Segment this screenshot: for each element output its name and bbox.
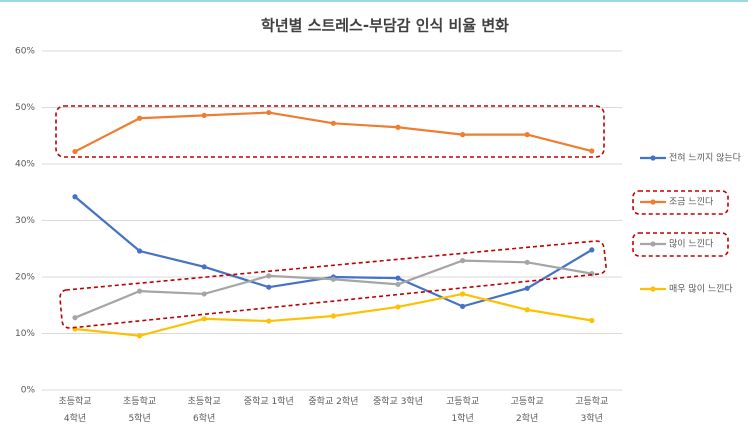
legend-label: 조금 느낀다 (669, 197, 714, 208)
y-tick-label: 30% (15, 216, 35, 226)
legend-marker (650, 241, 656, 247)
y-tick-label: 0% (21, 386, 36, 396)
series-line (74, 195, 593, 308)
x-tick-label: 초등학교 5학년 (123, 397, 157, 424)
data-point (137, 288, 143, 294)
data-point (395, 124, 401, 130)
legend-marker (650, 199, 656, 205)
data-point (137, 115, 143, 121)
data-point (330, 276, 336, 282)
x-tick-label: 고등학교 2학년 (510, 397, 544, 424)
data-point (524, 307, 530, 313)
data-point (395, 281, 401, 287)
data-point (72, 148, 78, 155)
data-point (460, 291, 466, 297)
data-point (460, 303, 466, 309)
data-point (266, 284, 272, 290)
data-point (395, 304, 401, 310)
data-point (589, 247, 595, 253)
data-point (266, 318, 272, 324)
x-tick-label: 초등학교 6학년 (187, 397, 221, 424)
data-point (266, 273, 272, 279)
data-point (201, 291, 207, 297)
legend-marker (650, 155, 656, 161)
legend-label: 많이 느낀다 (669, 239, 714, 250)
data-point (201, 112, 207, 119)
y-tick-label: 60% (15, 47, 35, 57)
data-point (137, 248, 143, 254)
data-point (524, 259, 530, 265)
data-point (524, 285, 530, 291)
data-point (589, 317, 595, 324)
highlight-box (632, 232, 729, 257)
data-point (330, 313, 336, 319)
data-point (460, 132, 466, 138)
data-point (137, 333, 143, 339)
series-line (74, 259, 592, 319)
x-tick-label: 중학교 2학년 (308, 397, 359, 407)
data-point (330, 120, 336, 126)
y-tick-label: 20% (15, 273, 35, 283)
data-point (524, 132, 530, 138)
x-tick-label: 중학교 1학년 (243, 397, 294, 407)
data-point (395, 275, 401, 281)
data-point (266, 109, 272, 116)
series-line (74, 111, 593, 153)
data-point (72, 315, 78, 321)
x-tick-label: 고등학교 1학년 (446, 397, 480, 424)
highlight-box (59, 240, 607, 329)
legend-label: 전혀 느끼지 않는다 (669, 153, 742, 164)
legend-label: 매우 많이 느낀다 (669, 284, 733, 295)
y-tick-label: 40% (15, 160, 35, 170)
x-tick-label: 중학교 3학년 (373, 397, 423, 407)
x-tick-label: 초등학교 4학년 (58, 397, 92, 424)
highlight-box (55, 105, 605, 158)
data-point (460, 258, 466, 264)
y-tick-label: 10% (15, 329, 35, 339)
chart-title: 학년별 스트레스-부담감 인식 비율 변화 (261, 17, 509, 35)
data-point (589, 148, 595, 154)
x-tick-label: 고등학교 3학년 (575, 397, 609, 424)
data-point (72, 194, 78, 200)
highlight-box (632, 190, 729, 215)
data-point (201, 316, 207, 322)
data-point (201, 264, 207, 270)
legend-marker (650, 286, 656, 292)
y-tick-label: 50% (15, 103, 35, 113)
